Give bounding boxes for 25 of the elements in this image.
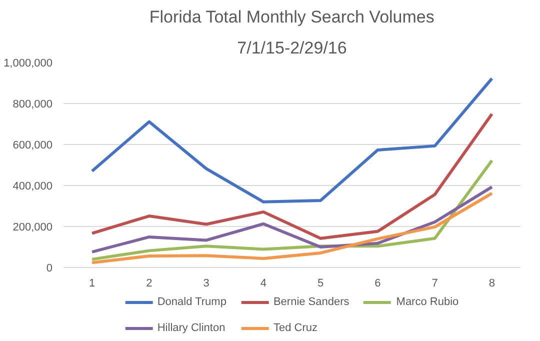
line-series [90,112,494,240]
legend-label: Ted Cruz [273,322,318,334]
y-tick-label: 600,000 [12,140,53,152]
y-tick-label: 400,000 [12,180,53,192]
x-tick-label: 2 [146,278,152,290]
x-tick-label: 8 [488,278,496,290]
legend-label: Marco Rubio [396,296,459,308]
chart-subtitle: 7/1/15-2/29/16 [237,38,347,58]
x-tick-label: 5 [318,278,324,290]
y-tick-label: 200,000 [12,222,53,234]
y-tick-label: 1,000,000 [4,58,52,70]
line-series [90,192,494,264]
x-tick-label: 1 [89,278,96,290]
y-tick-label: 0 [46,262,53,274]
legend-label: Donald Trump [157,296,226,308]
legend-label: Hillary Clinton [157,322,226,334]
x-tick-label: 3 [203,278,210,290]
x-tick-label: 7 [432,278,438,290]
line-series [90,76,494,204]
chart-title: Florida Total Monthly Search Volumes [149,8,434,26]
y-tick-label: 800,000 [12,98,53,110]
x-tick-label: 4 [260,278,267,290]
legend-label: Bernie Sanders [273,296,350,308]
x-tick-label: 6 [374,278,381,290]
line-series [90,185,494,254]
